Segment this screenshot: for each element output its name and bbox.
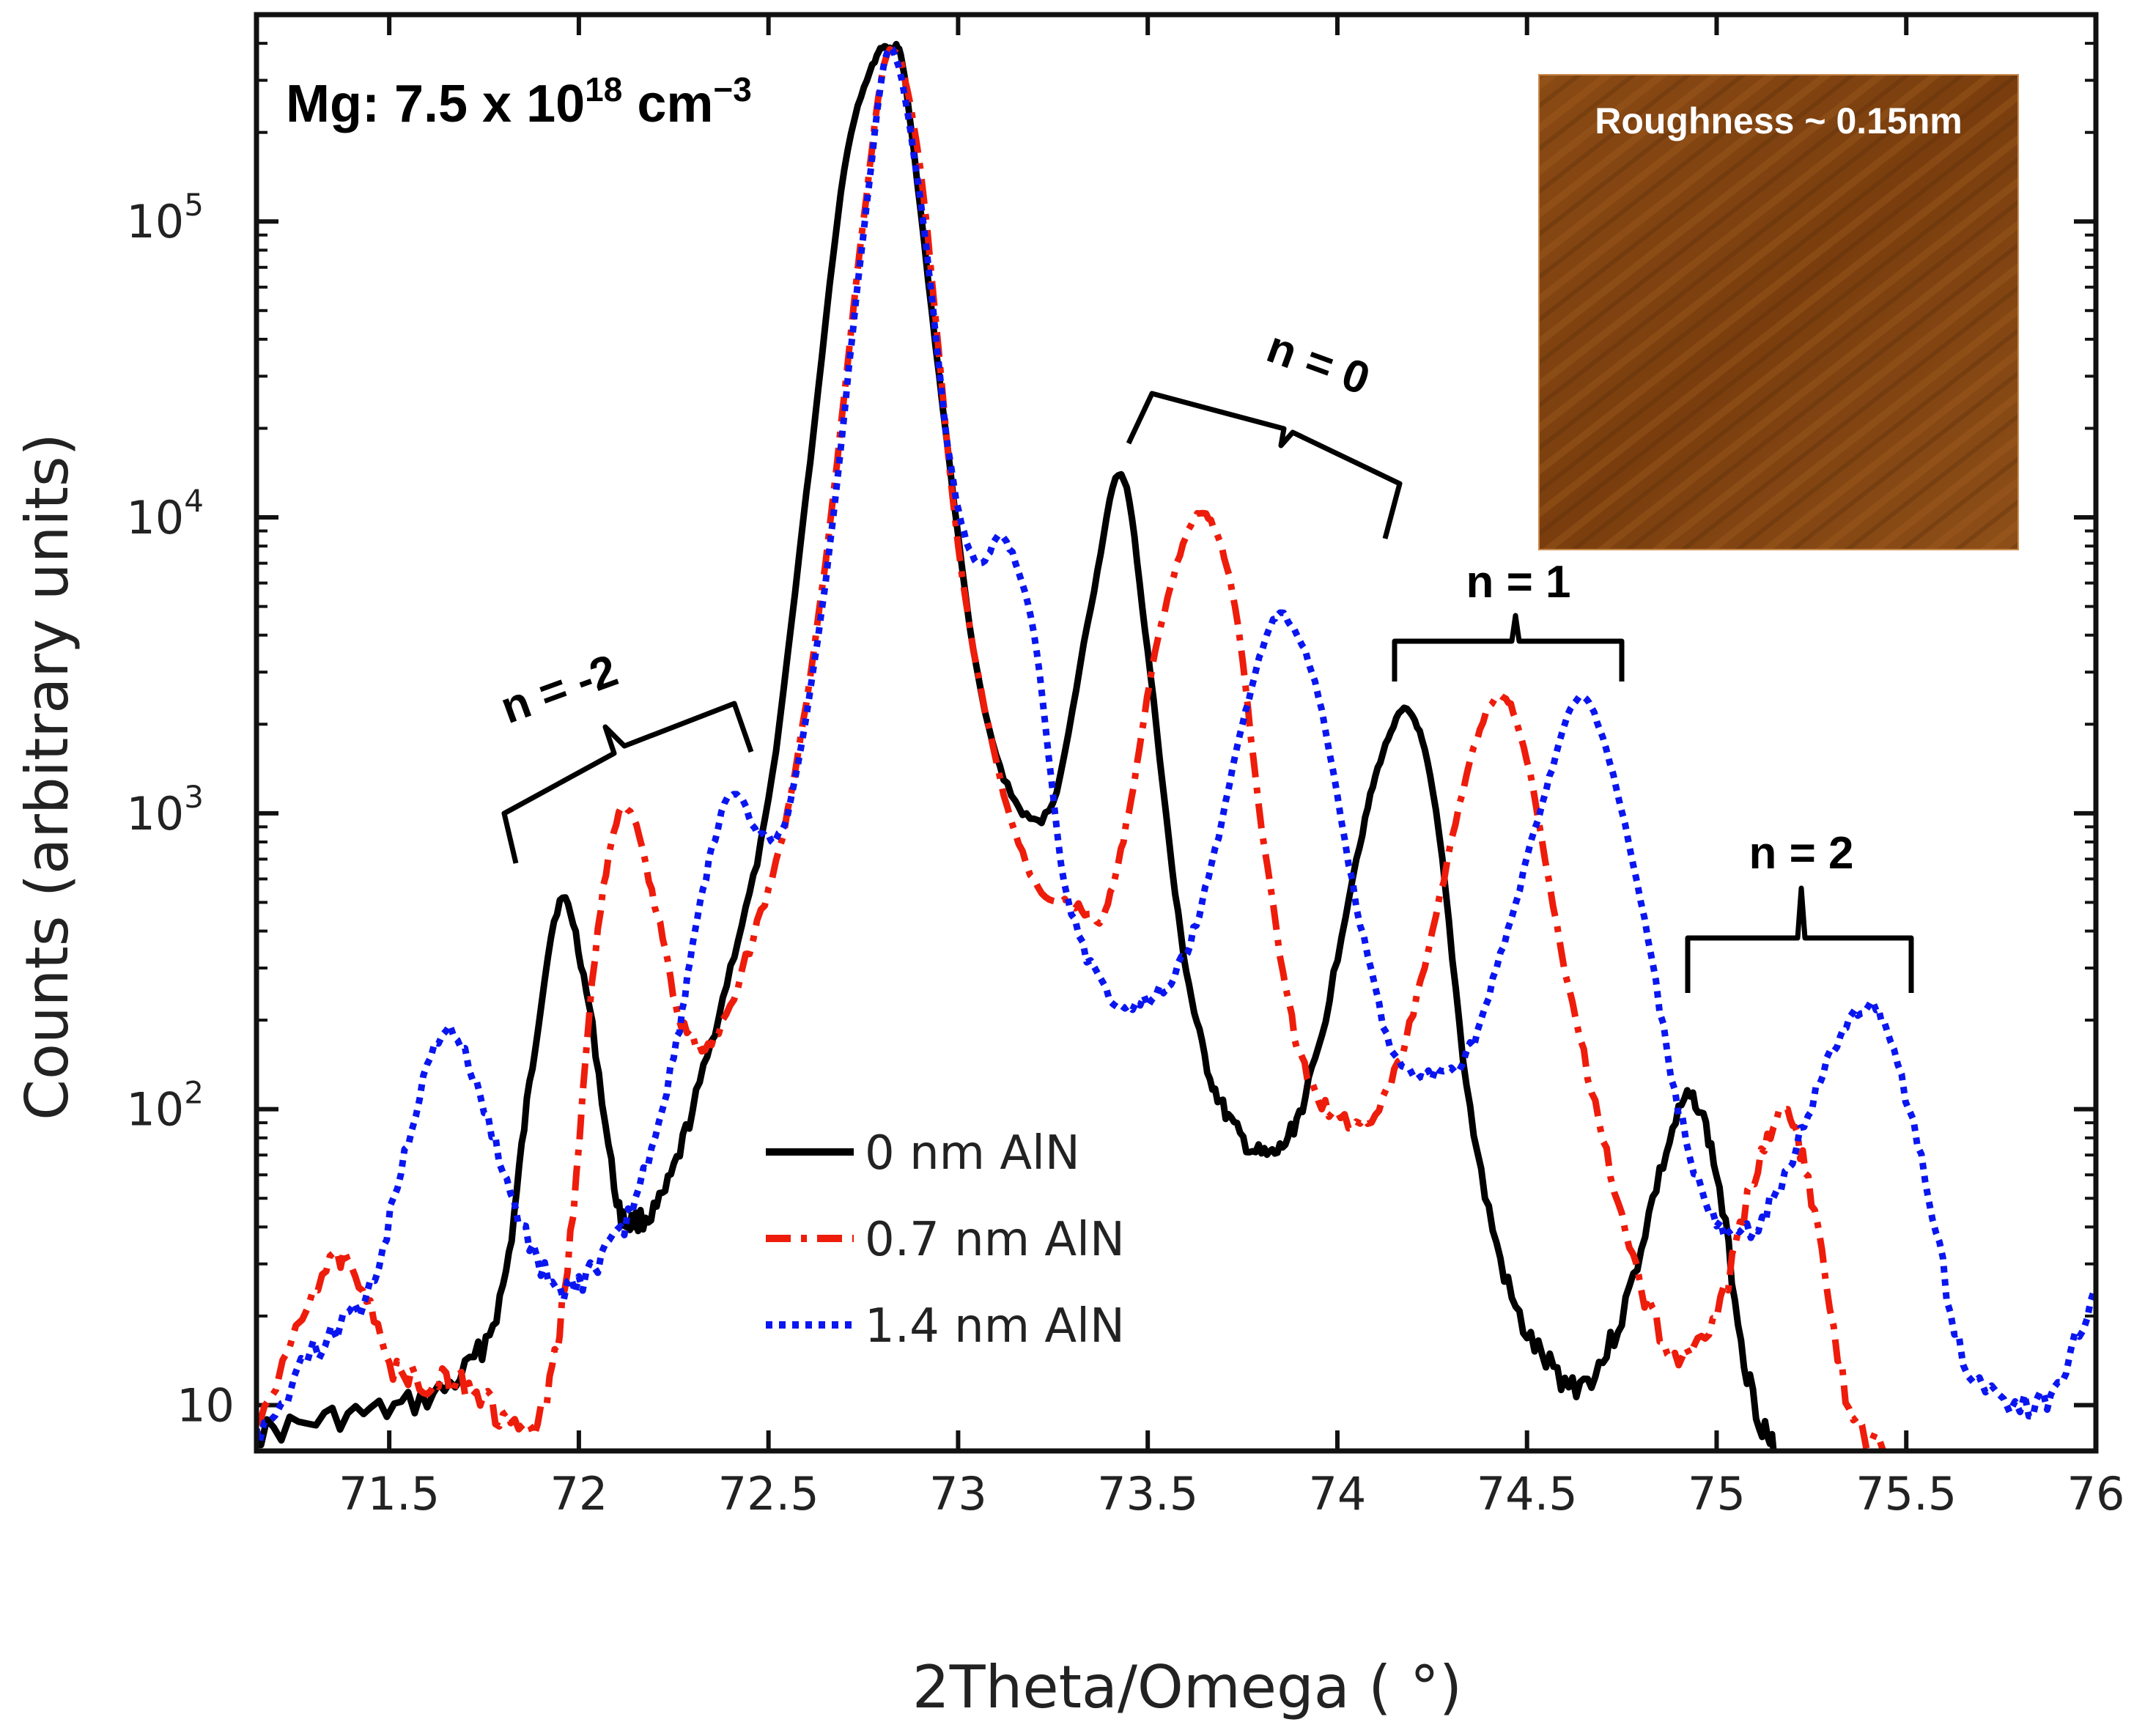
brace-n-0: n = 0: [1126, 322, 1403, 539]
mg-exp: 18: [585, 70, 622, 108]
series-layer: [256, 40, 2096, 1451]
brace-n-minus-2: n = -2: [494, 645, 754, 864]
brace-n-0-shape: [1126, 391, 1403, 539]
y-tick-exp: 5: [184, 187, 204, 223]
y-tick-base: 10: [126, 1083, 184, 1137]
brace-n-2-label: n = 2: [1749, 828, 1853, 879]
y-tick-exp: 3: [184, 779, 204, 815]
y-tick-base: 10: [177, 1378, 235, 1432]
mg-unit: cm: [622, 75, 713, 133]
series-line-0: [256, 40, 1777, 1451]
roughness-label: Roughness ~ 0.15nm: [1595, 100, 1963, 141]
legend-entry-0nm: 0 nm AlN: [766, 1126, 1080, 1181]
brace-n-1: n = 1: [1392, 557, 1625, 682]
y-tick-base: 10: [126, 195, 184, 248]
x-tick-label: 74.5: [1477, 1467, 1578, 1521]
x-tick-label: 75: [1688, 1467, 1746, 1521]
x-axis-title: 2Theta/Omega ( °): [912, 1653, 1462, 1721]
brace-n-1-shape: [1392, 613, 1625, 682]
afm-border: [1538, 74, 2019, 550]
mg-unit-exp: −3: [713, 70, 751, 108]
y-tick-label: 103: [126, 779, 204, 841]
legend-label-07nm: 0.7 nm AlN: [865, 1213, 1125, 1267]
x-tick-label: 76: [2067, 1467, 2125, 1521]
mg-prefix: Mg: 7.5 x 10: [286, 75, 585, 133]
plot-frame: [254, 12, 2099, 1454]
axes-layer: 71.5 72 72.5 73 73.5 74 74.5 75 75.5 761010210310…: [126, 13, 2125, 1521]
legend-label-0nm: 0 nm AlN: [865, 1126, 1080, 1181]
brace-n-2: n = 2: [1685, 828, 1914, 993]
x-tick-label: 73.5: [1097, 1467, 1198, 1521]
x-tick-label: 75.5: [1856, 1467, 1957, 1521]
legend-label-14nm: 1.4 nm AlN: [865, 1299, 1125, 1353]
x-tick-label: 71.5: [339, 1467, 440, 1521]
x-tick-label: 73: [929, 1467, 987, 1521]
legend-entry-07nm: 0.7 nm AlN: [766, 1213, 1125, 1267]
brace-n-1-label: n = 1: [1466, 557, 1570, 607]
brace-n-minus-2-label: n = -2: [494, 645, 624, 734]
legend: 0 nm AlN 0.7 nm AlN 1.4 nm AlN: [766, 1126, 1125, 1353]
y-tick-label: 10: [177, 1378, 235, 1432]
brace-n-2-shape: [1685, 885, 1914, 993]
y-tick-label: 102: [126, 1075, 204, 1137]
y-tick-base: 10: [126, 491, 184, 544]
series-line-1: [256, 45, 1888, 1451]
afm-texture: [1539, 75, 2018, 550]
x-tick-label: 72: [550, 1467, 608, 1521]
legend-entry-14nm: 1.4 nm AlN: [766, 1299, 1125, 1353]
y-tick-base: 10: [126, 787, 184, 841]
series-line-2: [256, 44, 2096, 1445]
mg-concentration-label: Mg: 7.5 x 1018 cm−3: [286, 70, 752, 133]
y-tick-exp: 4: [184, 483, 204, 519]
y-axis-title: Counts (arbitrary units): [13, 433, 81, 1120]
y-tick-label: 104: [126, 483, 204, 544]
x-tick-label: 72.5: [718, 1467, 819, 1521]
y-tick-label: 105: [126, 187, 204, 248]
y-tick-exp: 2: [184, 1075, 204, 1111]
x-tick-label: 74: [1308, 1467, 1366, 1521]
brace-n-0-label: n = 0: [1260, 322, 1376, 405]
brace-n-minus-2-shape: [501, 701, 754, 864]
afm-inset: Roughness ~ 0.15nm: [1538, 74, 2019, 550]
